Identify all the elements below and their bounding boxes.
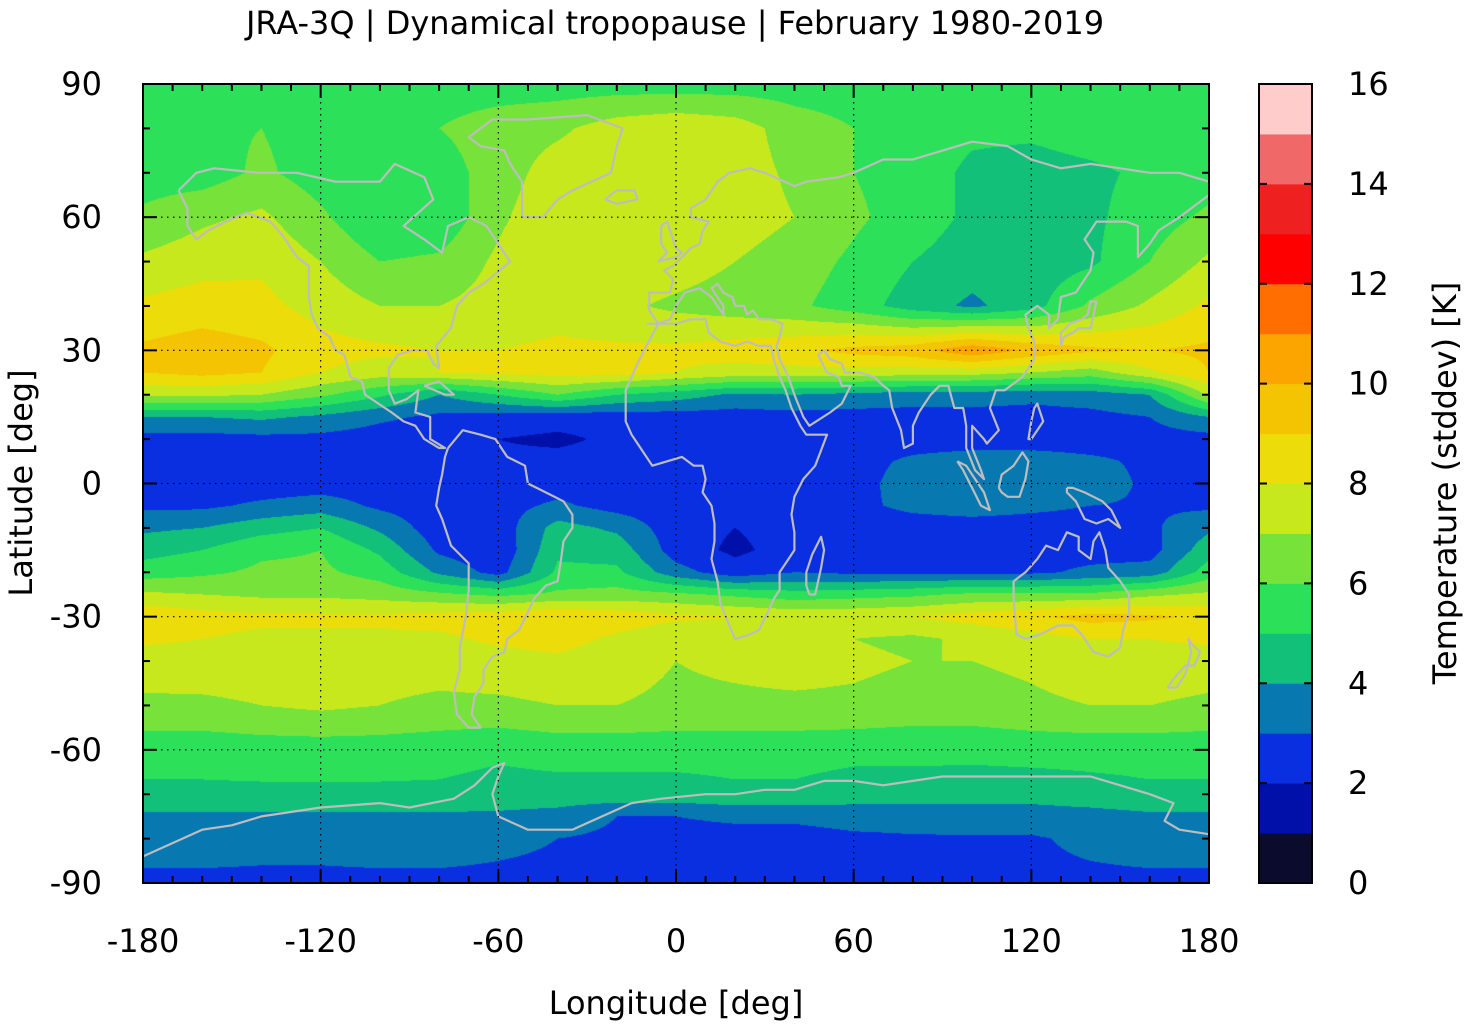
- colorbar-swatch: [1259, 84, 1312, 135]
- colorbar-tick-label: 12: [1348, 265, 1389, 303]
- x-tick-label: 180: [1178, 922, 1239, 960]
- coastline-3: [657, 194, 1209, 481]
- x-tick-label: 0: [666, 922, 686, 960]
- colorbar-swatch: [1259, 483, 1312, 534]
- coastline-6: [956, 460, 992, 512]
- coastline-8: [1065, 486, 1122, 530]
- colorbar-swatch: [1259, 233, 1312, 285]
- colorbar-swatch: [1259, 833, 1312, 884]
- x-tick-label: -60: [472, 922, 524, 960]
- coastline-11: [143, 761, 1209, 858]
- coastline-15: [1027, 402, 1045, 441]
- y-axis-label: Latitude [deg]: [2, 369, 40, 596]
- coastlines: [143, 113, 1209, 858]
- grid-lines: [143, 84, 1209, 883]
- x-tick-label: 60: [833, 922, 874, 960]
- x-axis-label: Longitude [deg]: [549, 984, 804, 1022]
- colorbar-tick-label: 6: [1348, 564, 1368, 602]
- colorbar-swatch: [1259, 433, 1312, 484]
- colorbar-swatch: [1259, 633, 1312, 684]
- coastline-2: [646, 140, 1209, 325]
- y-tick-label: 90: [61, 65, 102, 103]
- y-tick-label: -90: [50, 864, 102, 902]
- colorbar-swatch: [1259, 533, 1312, 584]
- coastline-9: [1059, 300, 1098, 347]
- colorbar-swatch: [1259, 283, 1312, 335]
- x-tick-label: -180: [107, 922, 180, 960]
- y-tick-label: -60: [50, 731, 102, 769]
- coastline-13: [805, 535, 826, 596]
- colorbar-swatch: [1259, 683, 1312, 734]
- plot-area: -180 -120 -60 0 60 120 180 90 60 30 0 -30 -60 -90: [50, 65, 1240, 960]
- x-axis: -180 -120 -60 0 60 120 180: [107, 84, 1240, 960]
- coastline-5: [1012, 531, 1131, 658]
- coastline-16: [423, 380, 455, 396]
- x-tick-label: -120: [284, 922, 357, 960]
- y-tick-label: 60: [61, 198, 102, 236]
- coastline-10: [467, 113, 624, 219]
- colorbar: 0 2 4 6 8 10 12 14 16: [1258, 65, 1389, 902]
- colorbar-swatch: [1259, 783, 1312, 834]
- colorbar-tick-label: 10: [1348, 365, 1389, 403]
- colorbar-swatch: [1259, 183, 1312, 235]
- colorbar-swatch: [1259, 583, 1312, 634]
- colorbar-label: Temperature (stddev) [K]: [1426, 282, 1464, 685]
- colorbar-swatch: [1259, 333, 1312, 385]
- colorbar-tick-label: 8: [1348, 465, 1368, 503]
- coastline-1: [435, 429, 574, 729]
- colorbar-swatch: [1259, 733, 1312, 784]
- colorbar-tick-label: 14: [1348, 165, 1389, 203]
- coastline-17: [604, 189, 639, 205]
- y-tick-label: 0: [82, 465, 102, 503]
- colorbar-swatch: [1259, 383, 1312, 435]
- chart-title: JRA-3Q | Dynamical tropopause | February…: [244, 4, 1104, 42]
- colorbar-tick-label: 16: [1348, 65, 1389, 103]
- y-axis: 90 60 30 0 -30 -60 -90: [50, 65, 1209, 902]
- x-tick-label: 120: [1001, 922, 1062, 960]
- coastline-4: [624, 318, 829, 641]
- y-tick-label: -30: [50, 598, 102, 636]
- colorbar-tick-label: 4: [1348, 664, 1368, 702]
- coastline-12: [1166, 637, 1202, 689]
- coastline-7: [997, 451, 1030, 498]
- y-tick-label: 30: [61, 331, 102, 369]
- colorbar-tick-label: 0: [1348, 864, 1368, 902]
- colorbar-tick-label: 2: [1348, 764, 1368, 802]
- coastline-0: [177, 162, 512, 450]
- colorbar-swatch: [1259, 133, 1312, 185]
- coastline-14: [657, 220, 684, 263]
